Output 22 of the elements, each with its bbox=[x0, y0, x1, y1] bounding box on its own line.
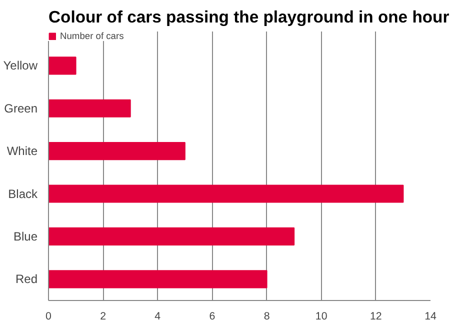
legend-label: Number of cars bbox=[60, 31, 124, 41]
x-tick-label: 10 bbox=[315, 310, 328, 322]
x-tick-label: 14 bbox=[424, 310, 436, 322]
bar bbox=[48, 184, 404, 203]
y-tick-label: Yellow bbox=[3, 58, 38, 73]
x-tick-label: 2 bbox=[100, 310, 106, 322]
bar bbox=[48, 270, 268, 288]
y-tick-label: Red bbox=[15, 272, 38, 286]
x-tick-label: 0 bbox=[46, 310, 52, 322]
x-tick-label: 6 bbox=[209, 310, 216, 322]
bar bbox=[48, 99, 131, 118]
x-tick-label: 8 bbox=[264, 310, 270, 322]
y-tick-label: Blue bbox=[13, 229, 38, 244]
y-tick-label: Black bbox=[8, 186, 38, 201]
y-tick-label: White bbox=[6, 144, 38, 158]
bar bbox=[48, 142, 186, 160]
bar bbox=[48, 56, 76, 75]
y-tick-label: Green bbox=[4, 101, 38, 116]
x-tick-label: 4 bbox=[154, 310, 161, 322]
chart-title: Colour of cars passing the playground in one hour bbox=[48, 8, 450, 26]
bar bbox=[48, 227, 295, 246]
x-tick-label: 12 bbox=[370, 310, 382, 322]
